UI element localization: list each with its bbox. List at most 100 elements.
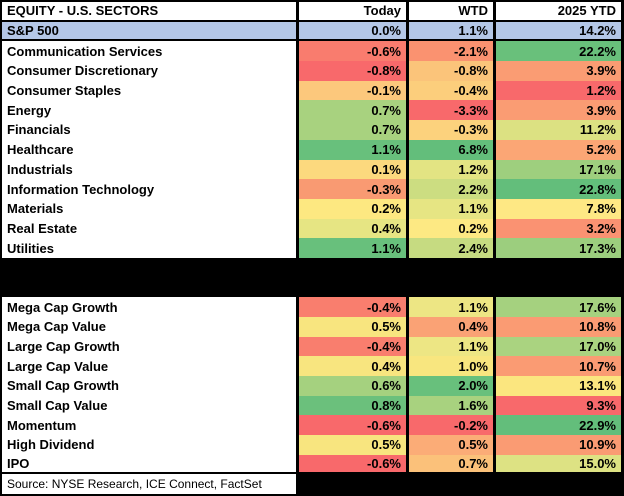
today-value-cell: -0.6% (299, 41, 406, 62)
row-label: Industrials (2, 159, 296, 180)
row-label: Momentum (2, 415, 296, 436)
table-title: EQUITY - U.S. SECTORS (2, 2, 296, 22)
sector-row: Real Estate 0.4% 0.2% 3.2% (2, 218, 621, 239)
wtd-value-cell: -2.1% (409, 41, 493, 62)
ytd-value-cell: 7.8% (496, 198, 621, 219)
ytd-value-cell: 10.9% (496, 435, 621, 455)
sector-row: Industrials 0.1% 1.2% 17.1% (2, 159, 621, 180)
ytd-value-cell: 22.9% (496, 415, 621, 436)
ytd-value-cell: 1.2% (496, 80, 621, 101)
row-label: Real Estate (2, 218, 296, 239)
sector-row: Information Technology -0.3% 2.2% 22.8% (2, 179, 621, 199)
separator-band (2, 257, 621, 298)
style-row: Small Cap Value 0.8% 1.6% 9.3% (2, 395, 621, 416)
style-row: Large Cap Value 0.4% 1.0% 10.7% (2, 356, 621, 377)
source-filler (299, 474, 406, 495)
today-value-cell: -0.4% (299, 297, 406, 317)
today-value-cell: -0.8% (299, 61, 406, 81)
ytd-value-cell: 14.2% (496, 21, 621, 42)
ytd-value-cell: 17.3% (496, 238, 621, 258)
row-label: High Dividend (2, 435, 296, 455)
row-label: Small Cap Value (2, 395, 296, 416)
column-header-today: Today (299, 2, 406, 22)
today-value-cell: -0.6% (299, 415, 406, 436)
style-row: Mega Cap Value 0.5% 0.4% 10.8% (2, 316, 621, 337)
today-value-cell: 0.0% (299, 21, 406, 42)
row-label: Energy (2, 100, 296, 121)
wtd-value-cell: 1.2% (409, 159, 493, 180)
row-label: Materials (2, 198, 296, 219)
column-header-wtd: WTD (409, 2, 493, 22)
wtd-value-cell: 6.8% (409, 139, 493, 160)
today-value-cell: 0.4% (299, 356, 406, 377)
today-value-cell: 0.7% (299, 100, 406, 121)
sector-row: Consumer Staples -0.1% -0.4% 1.2% (2, 80, 621, 101)
sector-row: Financials 0.7% -0.3% 11.2% (2, 120, 621, 140)
style-row: High Dividend 0.5% 0.5% 10.9% (2, 435, 621, 455)
wtd-value-cell: 2.4% (409, 238, 493, 258)
today-value-cell: -0.1% (299, 80, 406, 101)
ytd-value-cell: 9.3% (496, 395, 621, 416)
source-filler (409, 474, 493, 495)
ytd-value-cell: 10.7% (496, 356, 621, 377)
row-label: Mega Cap Growth (2, 297, 296, 317)
ytd-value-cell: 17.0% (496, 336, 621, 357)
style-row: Large Cap Growth -0.4% 1.1% 17.0% (2, 336, 621, 357)
row-label: Consumer Staples (2, 80, 296, 101)
today-value-cell: 0.8% (299, 395, 406, 416)
row-label: Large Cap Growth (2, 336, 296, 357)
row-label: Consumer Discretionary (2, 61, 296, 81)
today-value-cell: 0.5% (299, 435, 406, 455)
header-row: EQUITY - U.S. SECTORS Today WTD 2025 YTD (2, 2, 621, 22)
wtd-value-cell: 0.5% (409, 435, 493, 455)
sector-row: Energy 0.7% -3.3% 3.9% (2, 100, 621, 121)
ytd-value-cell: 22.8% (496, 179, 621, 199)
wtd-value-cell: 0.7% (409, 454, 493, 475)
wtd-value-cell: 1.1% (409, 21, 493, 42)
ytd-value-cell: 17.1% (496, 159, 621, 180)
ytd-value-cell: 10.8% (496, 316, 621, 337)
wtd-value-cell: -0.2% (409, 415, 493, 436)
ytd-value-cell: 17.6% (496, 297, 621, 317)
row-label: Communication Services (2, 41, 296, 62)
source-filler (496, 474, 621, 495)
today-value-cell: -0.4% (299, 336, 406, 357)
row-label: Healthcare (2, 139, 296, 160)
today-value-cell: -0.6% (299, 454, 406, 475)
today-value-cell: 0.7% (299, 120, 406, 140)
row-label: Financials (2, 120, 296, 140)
wtd-value-cell: -0.4% (409, 80, 493, 101)
row-label: S&P 500 (2, 21, 296, 42)
ytd-value-cell: 22.2% (496, 41, 621, 62)
ytd-value-cell: 3.9% (496, 61, 621, 81)
row-label: IPO (2, 454, 296, 475)
style-row: Momentum -0.6% -0.2% 22.9% (2, 415, 621, 436)
sector-row: Materials 0.2% 1.1% 7.8% (2, 198, 621, 219)
today-value-cell: 0.6% (299, 376, 406, 396)
wtd-value-cell: 2.2% (409, 179, 493, 199)
row-label: Information Technology (2, 179, 296, 199)
row-label: Small Cap Growth (2, 376, 296, 396)
wtd-value-cell: 2.0% (409, 376, 493, 396)
source-text: Source: NYSE Research, ICE Connect, Fact… (2, 474, 296, 495)
ytd-value-cell: 13.1% (496, 376, 621, 396)
source-row: Source: NYSE Research, ICE Connect, Fact… (2, 474, 621, 495)
wtd-value-cell: 0.4% (409, 316, 493, 337)
wtd-value-cell: 1.1% (409, 198, 493, 219)
ytd-value-cell: 11.2% (496, 120, 621, 140)
today-value-cell: 0.4% (299, 218, 406, 239)
column-header-ytd: 2025 YTD (496, 2, 621, 22)
style-row: Small Cap Growth 0.6% 2.0% 13.1% (2, 376, 621, 396)
wtd-value-cell: 0.2% (409, 218, 493, 239)
today-value-cell: 0.2% (299, 198, 406, 219)
ytd-value-cell: 3.9% (496, 100, 621, 121)
row-label: Utilities (2, 238, 296, 258)
wtd-value-cell: -3.3% (409, 100, 493, 121)
sector-row: Consumer Discretionary -0.8% -0.8% 3.9% (2, 61, 621, 81)
row-label: Mega Cap Value (2, 316, 296, 337)
ytd-value-cell: 5.2% (496, 139, 621, 160)
sp500-row: S&P 500 0.0% 1.1% 14.2% (2, 21, 621, 42)
wtd-value-cell: 1.0% (409, 356, 493, 377)
style-row: IPO -0.6% 0.7% 15.0% (2, 454, 621, 475)
